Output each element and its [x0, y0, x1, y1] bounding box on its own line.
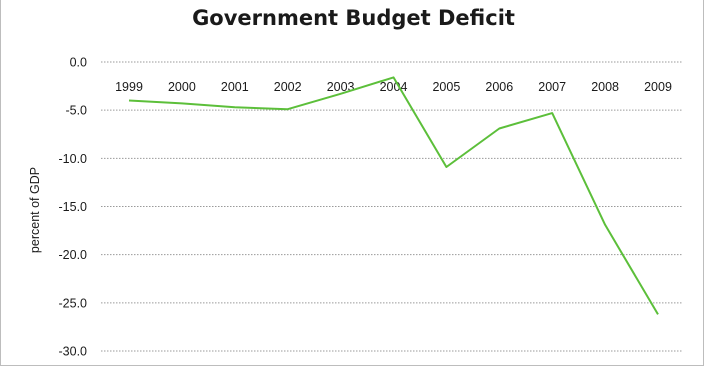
y-tick-label: -20.0 [59, 248, 88, 262]
y-tick-label: -5.0 [65, 104, 87, 118]
x-tick-label: 2004 [380, 80, 408, 94]
y-tick-label: 0.0 [70, 56, 87, 70]
x-tick-label: 2001 [221, 80, 249, 94]
y-tick-label: -10.0 [59, 152, 88, 166]
y-tick-label: -30.0 [59, 345, 88, 359]
x-tick-label: 2000 [168, 80, 196, 94]
y-tick-label: -25.0 [59, 296, 88, 310]
series-line [128, 76, 659, 315]
gridlines [101, 61, 683, 352]
x-tick-label: 2002 [274, 80, 302, 94]
x-tick-label: 2005 [432, 80, 460, 94]
x-tick-label: 1999 [115, 80, 143, 94]
x-tick-label: 2006 [485, 80, 513, 94]
series-group [128, 76, 659, 315]
chart-title: Government Budget Deficit [192, 6, 515, 30]
y-axis-ticks: 0.0 -5.0 -10.0 -15.0 -20.0 -25.0 -30.0 [59, 56, 88, 359]
x-tick-label: 2008 [591, 80, 619, 94]
y-tick-label: -15.0 [59, 200, 88, 214]
x-axis-ticks: 1999 2000 2001 2002 2003 2004 2005 2006 2007 2008… [115, 80, 672, 94]
x-tick-label: 2003 [327, 80, 355, 94]
x-tick-label: 2009 [644, 80, 672, 94]
x-tick-label: 2007 [538, 80, 566, 94]
y-axis-label: percent of GDP [28, 167, 42, 253]
